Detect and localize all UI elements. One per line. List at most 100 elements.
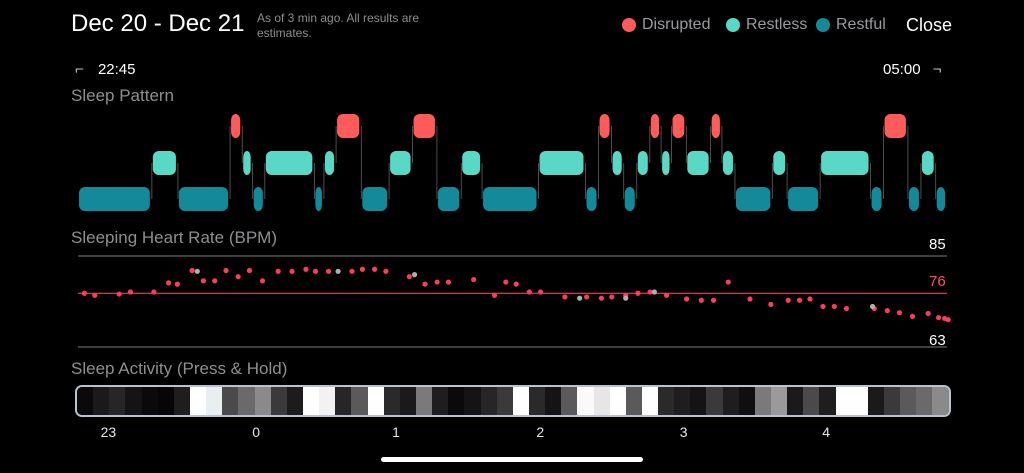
hr-point (820, 303, 826, 310)
legend-restful-label: Restful (836, 16, 886, 33)
hr-point (537, 289, 544, 295)
pattern-segment-restful (788, 187, 819, 211)
activity-cell (835, 387, 852, 415)
hr-point (246, 267, 253, 274)
hr-point (445, 279, 452, 285)
hr-point (683, 296, 690, 302)
activity-cell (109, 387, 126, 415)
pattern-segment-disrupted (231, 114, 241, 138)
pattern-segment-disrupted (413, 114, 435, 138)
hr-point (896, 310, 903, 316)
sleep-activity-title: Sleep Activity (Press & Hold) (71, 359, 288, 378)
hr-point (807, 296, 813, 302)
pattern-segment-restful (362, 187, 388, 211)
hr-point (92, 292, 98, 298)
activity-cell (399, 387, 416, 415)
pattern-segment-restless (539, 151, 584, 175)
pattern-segment-restful (624, 187, 635, 211)
legend-restless: Restless (726, 16, 807, 34)
activity-cell (448, 387, 465, 415)
activity-cell (302, 387, 320, 415)
pattern-segment-restless (324, 151, 335, 175)
close-button[interactable]: Close (906, 15, 953, 35)
activity-cell (77, 387, 94, 415)
pattern-segment-restless (821, 151, 869, 175)
activity-cell (238, 387, 255, 415)
hr-point (212, 278, 218, 284)
hr-point (223, 267, 229, 274)
hr-point (843, 305, 850, 312)
pattern-segment-restful (79, 187, 150, 211)
pattern-segment-restless (612, 151, 622, 175)
pattern-segment-disrupted (711, 114, 720, 138)
activity-cell (383, 387, 400, 415)
end-bracket-icon: ¬ (932, 61, 942, 78)
activity-cell (609, 387, 626, 415)
hr-point (303, 266, 309, 272)
hr-point (151, 289, 157, 295)
start-bracket-icon: ⌐ (75, 61, 84, 78)
pattern-segment-restful (178, 187, 229, 211)
pattern-segment-restful (908, 187, 919, 211)
activity-x-tick: 0 (252, 424, 261, 440)
hr-point-unreliable (651, 289, 658, 295)
hr-point (127, 289, 134, 295)
hr-point (945, 317, 951, 323)
hr-point (663, 292, 670, 298)
legend-restful: Restful (816, 16, 886, 34)
activity-cell (254, 387, 271, 415)
hr-point (909, 313, 916, 319)
legend-restless-label: Restless (746, 16, 808, 33)
pattern-segment-restless (773, 151, 786, 175)
hr-point (116, 291, 122, 297)
hr-point-unreliable (335, 268, 341, 274)
restful-swatch-icon (816, 18, 830, 32)
sleep-activity-strip[interactable] (75, 385, 951, 417)
hr-point (383, 268, 389, 274)
hr-point (935, 315, 942, 321)
timeline-start-label: 22:45 (97, 61, 136, 78)
activity-cell (754, 387, 772, 415)
home-indicator[interactable] (381, 457, 643, 462)
hr-point (259, 278, 266, 284)
activity-cell (916, 387, 933, 415)
activity-cell (851, 387, 868, 415)
activity-cell (464, 387, 481, 415)
activity-cell (528, 387, 546, 415)
hr-point (562, 294, 568, 300)
activity-cell (496, 387, 513, 415)
activity-cell (867, 387, 885, 415)
hr-point-unreliable (194, 268, 200, 274)
hr-point (325, 268, 332, 274)
hr-point (235, 274, 241, 280)
hr-point (725, 279, 731, 285)
pattern-segment-restless (152, 151, 176, 175)
legend-disrupted-label: Disrupted (642, 16, 711, 33)
pattern-segment-restless (462, 151, 481, 175)
activity-cell (319, 387, 336, 415)
hr-point-unreliable (411, 272, 418, 278)
activity-cell (125, 387, 142, 415)
hr-point (275, 268, 281, 274)
activity-cell (222, 387, 239, 415)
pattern-segment-restful (315, 187, 322, 211)
timeline-end[interactable]: 05:00 ¬ (883, 61, 941, 78)
hr-point (647, 289, 653, 295)
pattern-segment-restless (243, 151, 251, 175)
activity-cell (641, 387, 659, 415)
pattern-segment-restful (871, 187, 882, 211)
pattern-segment-restful (437, 187, 460, 211)
activity-cell (189, 387, 207, 415)
activity-cell (512, 387, 529, 415)
pattern-segment-restful (735, 187, 771, 211)
activity-cell (932, 387, 949, 415)
hr-point (526, 289, 532, 295)
timeline-start[interactable]: ⌐ 22:45 (75, 61, 135, 78)
activity-cell (157, 387, 174, 415)
pattern-segment-disrupted (672, 114, 685, 138)
activity-cell (787, 387, 804, 415)
activity-cell (706, 387, 723, 415)
hr-point (513, 281, 519, 287)
activity-x-tick: 1 (392, 424, 400, 440)
